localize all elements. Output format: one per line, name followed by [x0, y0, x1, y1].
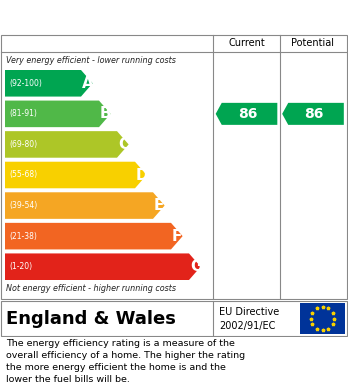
- Text: (21-38): (21-38): [9, 231, 37, 240]
- Polygon shape: [5, 223, 183, 249]
- Text: (92-100): (92-100): [9, 79, 42, 88]
- Text: 86: 86: [304, 107, 324, 121]
- Text: 2002/91/EC: 2002/91/EC: [219, 321, 275, 331]
- Text: Current: Current: [228, 38, 265, 48]
- Text: C: C: [118, 137, 129, 152]
- Text: England & Wales: England & Wales: [6, 310, 176, 328]
- Polygon shape: [5, 162, 147, 188]
- Text: A: A: [82, 76, 94, 91]
- Bar: [300, 303, 345, 334]
- Text: (39-54): (39-54): [9, 201, 37, 210]
- Text: (69-80): (69-80): [9, 140, 37, 149]
- Polygon shape: [5, 70, 93, 97]
- Text: (1-20): (1-20): [9, 262, 32, 271]
- Polygon shape: [216, 103, 277, 125]
- Polygon shape: [5, 253, 200, 280]
- Text: E: E: [154, 198, 164, 213]
- Text: Potential: Potential: [292, 38, 334, 48]
- Text: G: G: [190, 259, 203, 274]
- Text: F: F: [172, 229, 182, 244]
- Text: (81-91): (81-91): [9, 109, 37, 118]
- Text: B: B: [100, 106, 112, 121]
- Text: Not energy efficient - higher running costs: Not energy efficient - higher running co…: [6, 284, 176, 293]
- Polygon shape: [5, 192, 165, 219]
- Polygon shape: [5, 100, 111, 127]
- Text: The energy efficiency rating is a measure of the
overall efficiency of a home. T: The energy efficiency rating is a measur…: [6, 339, 245, 384]
- Text: Energy Efficiency Rating: Energy Efficiency Rating: [8, 9, 229, 25]
- Text: (55-68): (55-68): [9, 170, 37, 179]
- Text: D: D: [136, 167, 149, 183]
- Polygon shape: [282, 103, 344, 125]
- Text: EU Directive: EU Directive: [219, 307, 279, 317]
- Text: Very energy efficient - lower running costs: Very energy efficient - lower running co…: [6, 56, 176, 65]
- Text: 86: 86: [238, 107, 258, 121]
- Polygon shape: [5, 131, 129, 158]
